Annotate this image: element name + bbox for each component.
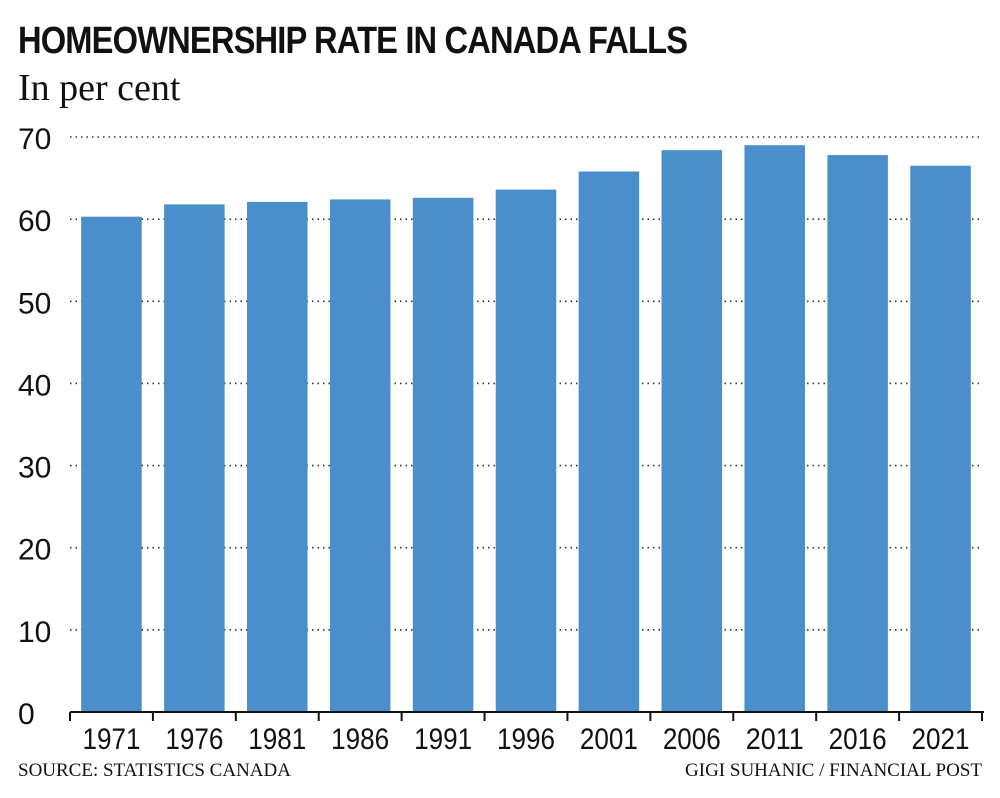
- x-tick-label: 2021: [912, 723, 970, 756]
- y-tick-label: 10: [18, 616, 51, 649]
- bar: [661, 150, 723, 713]
- bar: [412, 197, 474, 713]
- y-tick-label: 30: [18, 452, 51, 485]
- x-tick-label: 1991: [414, 723, 472, 756]
- y-tick-label: 20: [18, 534, 51, 567]
- x-tick-label: 2006: [663, 723, 721, 756]
- bar: [578, 171, 640, 712]
- bar: [247, 201, 308, 712]
- x-tick-label: 1971: [82, 723, 140, 756]
- chart-title: HOMEOWNERSHIP RATE IN CANADA FALLS: [18, 20, 688, 62]
- credit-note: GIGI SUHANIC / FINANCIAL POST: [685, 760, 982, 781]
- bar: [329, 199, 391, 712]
- x-tick-label: 2016: [829, 723, 887, 756]
- bar: [81, 216, 142, 712]
- bar: [495, 189, 557, 713]
- y-tick-label: 60: [18, 205, 51, 238]
- x-tick-label: 2011: [746, 723, 804, 756]
- bar: [164, 204, 225, 712]
- bar: [827, 155, 888, 713]
- source-note: SOURCE: STATISTICS CANADA: [18, 760, 291, 781]
- x-tick-label: 1996: [497, 723, 555, 756]
- y-tick-label: 70: [18, 123, 51, 156]
- y-tick-label: 0: [18, 698, 35, 731]
- chart-subtitle: In per cent: [18, 67, 181, 109]
- x-tick-label: 1981: [248, 723, 306, 756]
- bar: [910, 165, 971, 712]
- y-tick-label: 50: [18, 287, 51, 320]
- x-tick-label: 1976: [165, 723, 223, 756]
- y-tick-label: 40: [18, 369, 51, 402]
- x-tick-label: 1986: [331, 723, 389, 756]
- x-tick-label: 2001: [580, 723, 638, 756]
- bar: [744, 145, 805, 712]
